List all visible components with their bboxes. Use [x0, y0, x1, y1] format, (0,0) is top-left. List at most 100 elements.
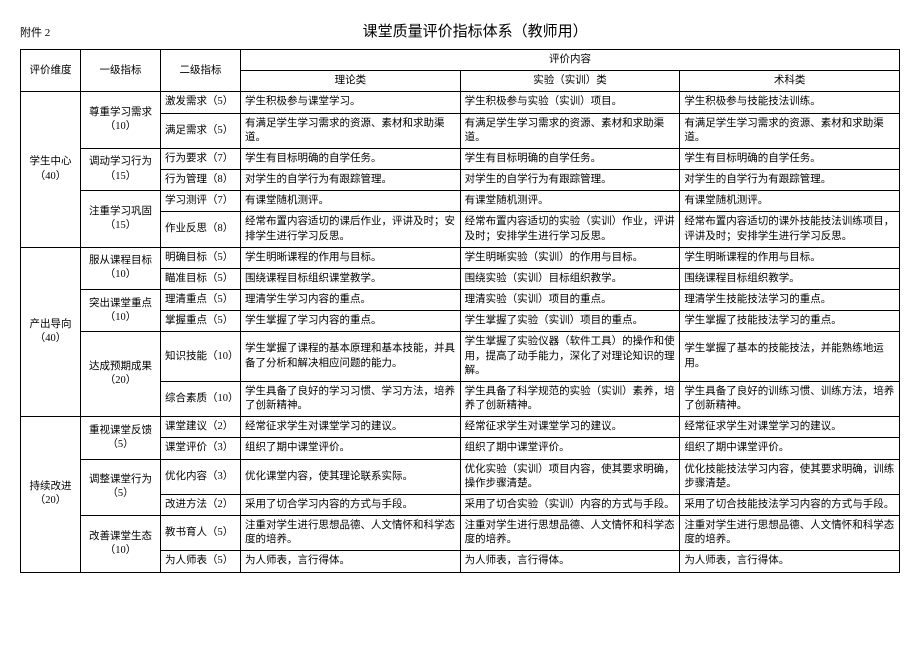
l2-cell: 掌握重点（5） — [161, 311, 241, 332]
theory-cell: 注重对学生进行思想品德、人文情怀和科学态度的培养。 — [241, 516, 461, 551]
col-dim: 评价维度 — [21, 50, 81, 92]
dim-cell: 持续改进（20） — [21, 417, 81, 572]
dim-cell: 学生中心（40） — [21, 92, 81, 247]
theory-cell: 为人师表，言行得体。 — [241, 551, 461, 572]
experiment-cell: 学生掌握了实验仪器（软件工具）的操作和使用，提高了动手能力，深化了对理论知识的理… — [460, 332, 680, 382]
l2-cell: 行为要求（7） — [161, 148, 241, 169]
table-row: 调整课堂行为（5）优化内容（3）优化课堂内容，使其理论联系实际。优化实验（实训）… — [21, 459, 900, 494]
table-row: 学生中心（40）尊重学习需求（10）激发需求（5）学生积极参与课堂学习。学生积极… — [21, 92, 900, 113]
experiment-cell: 理清实验（实训）项目的重点。 — [460, 290, 680, 311]
table-row: 突出课堂重点（10）理清重点（5）理清学生学习内容的重点。理清实验（实训）项目的… — [21, 290, 900, 311]
experiment-cell: 组织了期中课堂评价。 — [460, 438, 680, 459]
skill-cell: 组织了期中课堂评价。 — [680, 438, 900, 459]
skill-cell: 学生掌握了技能技法学习的重点。 — [680, 311, 900, 332]
table-row: 产出导向（40）服从课程目标（10）明确目标（5）学生明晰课程的作用与目标。学生… — [21, 247, 900, 268]
theory-cell: 学生明晰课程的作用与目标。 — [241, 247, 461, 268]
skill-cell: 有满足学生学习需求的资源、素材和求助渠道。 — [680, 113, 900, 148]
l1-cell: 注重学习巩固（15） — [81, 191, 161, 248]
skill-cell: 学生具备了良好的训练习惯、训练方法，培养了创新精神。 — [680, 381, 900, 416]
experiment-cell: 学生有目标明确的自学任务。 — [460, 148, 680, 169]
experiment-cell: 对学生的自学行为有跟踪管理。 — [460, 170, 680, 191]
l2-cell: 理清重点（5） — [161, 290, 241, 311]
skill-cell: 围绕课程目标组织教学。 — [680, 268, 900, 289]
l2-cell: 改进方法（2） — [161, 494, 241, 515]
l2-cell: 瞄准目标（5） — [161, 268, 241, 289]
skill-cell: 学生有目标明确的自学任务。 — [680, 148, 900, 169]
theory-cell: 优化课堂内容，使其理论联系实际。 — [241, 459, 461, 494]
skill-cell: 注重对学生进行思想品德、人文情怀和科学态度的培养。 — [680, 516, 900, 551]
col-skill: 术科类 — [680, 71, 900, 92]
theory-cell: 采用了切合学习内容的方式与手段。 — [241, 494, 461, 515]
experiment-cell: 学生掌握了实验（实训）项目的重点。 — [460, 311, 680, 332]
experiment-cell: 有满足学生学习需求的资源、素材和求助渠道。 — [460, 113, 680, 148]
l1-cell: 突出课堂重点（10） — [81, 290, 161, 332]
experiment-cell: 采用了切合实验（实训）内容的方式与手段。 — [460, 494, 680, 515]
l1-cell: 重视课堂反馈（5） — [81, 417, 161, 459]
l2-cell: 满足需求（5） — [161, 113, 241, 148]
col-l1: 一级指标 — [81, 50, 161, 92]
theory-cell: 学生有目标明确的自学任务。 — [241, 148, 461, 169]
theory-cell: 经常布置内容适切的课后作业，评讲及时；安排学生进行学习反思。 — [241, 212, 461, 247]
skill-cell: 理清学生技能技法学习的重点。 — [680, 290, 900, 311]
experiment-cell: 经常征求学生对课堂学习的建议。 — [460, 417, 680, 438]
theory-cell: 经常征求学生对课堂学习的建议。 — [241, 417, 461, 438]
table-row: 改善课堂生态（10）教书育人（5）注重对学生进行思想品德、人文情怀和科学态度的培… — [21, 516, 900, 551]
experiment-cell: 优化实验（实训）项目内容，使其要求明确，操作步骤清楚。 — [460, 459, 680, 494]
l2-cell: 知识技能（10） — [161, 332, 241, 382]
skill-cell: 采用了切合技能技法学习内容的方式与手段。 — [680, 494, 900, 515]
table-row: 注重学习巩固（15）学习测评（7）有课堂随机测评。有课堂随机测评。有课堂随机测评… — [21, 191, 900, 212]
experiment-cell: 经常布置内容适切的实验（实训）作业，评讲及时；安排学生进行学习反思。 — [460, 212, 680, 247]
l2-cell: 课堂评价（3） — [161, 438, 241, 459]
l1-cell: 尊重学习需求（10） — [81, 92, 161, 149]
skill-cell: 学生明晰课程的作用与目标。 — [680, 247, 900, 268]
skill-cell: 学生积极参与技能技法训练。 — [680, 92, 900, 113]
theory-cell: 组织了期中课堂评价。 — [241, 438, 461, 459]
theory-cell: 学生积极参与课堂学习。 — [241, 92, 461, 113]
l1-cell: 调动学习行为（15） — [81, 148, 161, 190]
skill-cell: 经常征求学生对课堂学习的建议。 — [680, 417, 900, 438]
experiment-cell: 为人师表，言行得体。 — [460, 551, 680, 572]
l2-cell: 综合素质（10） — [161, 381, 241, 416]
experiment-cell: 注重对学生进行思想品德、人文情怀和科学态度的培养。 — [460, 516, 680, 551]
skill-cell: 为人师表，言行得体。 — [680, 551, 900, 572]
l1-cell: 改善课堂生态（10） — [81, 516, 161, 573]
l1-cell: 服从课程目标（10） — [81, 247, 161, 289]
theory-cell: 学生掌握了课程的基本原理和基本技能，并具备了分析和解决相应问题的能力。 — [241, 332, 461, 382]
attachment-label: 附件 2 — [20, 24, 50, 40]
experiment-cell: 有课堂随机测评。 — [460, 191, 680, 212]
table-row: 达成预期成果（20）知识技能（10）学生掌握了课程的基本原理和基本技能，并具备了… — [21, 332, 900, 382]
page-title: 课堂质量评价指标体系（教师用） — [50, 20, 900, 41]
experiment-cell: 学生积极参与实验（实训）项目。 — [460, 92, 680, 113]
table-row: 持续改进（20）重视课堂反馈（5）课堂建议（2）经常征求学生对课堂学习的建议。经… — [21, 417, 900, 438]
l1-cell: 调整课堂行为（5） — [81, 459, 161, 516]
skill-cell: 有课堂随机测评。 — [680, 191, 900, 212]
experiment-cell: 学生明晰实验（实训）的作用与目标。 — [460, 247, 680, 268]
skill-cell: 经常布置内容适切的课外技能技法训练项目，评讲及时；安排学生进行学习反思。 — [680, 212, 900, 247]
skill-cell: 优化技能技法学习内容，使其要求明确，训练步骤清楚。 — [680, 459, 900, 494]
l2-cell: 为人师表（5） — [161, 551, 241, 572]
theory-cell: 围绕课程目标组织课堂教学。 — [241, 268, 461, 289]
col-l2: 二级指标 — [161, 50, 241, 92]
col-theory: 理论类 — [241, 71, 461, 92]
evaluation-table: 评价维度 一级指标 二级指标 评价内容 理论类 实验（实训）类 术科类 学生中心… — [20, 49, 900, 573]
theory-cell: 对学生的自学行为有跟踪管理。 — [241, 170, 461, 191]
header: 附件 2 课堂质量评价指标体系（教师用） — [20, 20, 900, 41]
col-content-group: 评价内容 — [241, 50, 900, 71]
theory-cell: 学生掌握了学习内容的重点。 — [241, 311, 461, 332]
skill-cell: 学生掌握了基本的技能技法，并能熟练地运用。 — [680, 332, 900, 382]
theory-cell: 有满足学生学习需求的资源、素材和求助渠道。 — [241, 113, 461, 148]
theory-cell: 有课堂随机测评。 — [241, 191, 461, 212]
experiment-cell: 学生具备了科学规范的实验（实训）素养，培养了创新精神。 — [460, 381, 680, 416]
l2-cell: 优化内容（3） — [161, 459, 241, 494]
col-experiment: 实验（实训）类 — [460, 71, 680, 92]
experiment-cell: 围绕实验（实训）目标组织教学。 — [460, 268, 680, 289]
l2-cell: 学习测评（7） — [161, 191, 241, 212]
table-row: 调动学习行为（15）行为要求（7）学生有目标明确的自学任务。学生有目标明确的自学… — [21, 148, 900, 169]
l1-cell: 达成预期成果（20） — [81, 332, 161, 417]
l2-cell: 教书育人（5） — [161, 516, 241, 551]
l2-cell: 作业反思（8） — [161, 212, 241, 247]
skill-cell: 对学生的自学行为有跟踪管理。 — [680, 170, 900, 191]
l2-cell: 明确目标（5） — [161, 247, 241, 268]
l2-cell: 课堂建议（2） — [161, 417, 241, 438]
l2-cell: 行为管理（8） — [161, 170, 241, 191]
